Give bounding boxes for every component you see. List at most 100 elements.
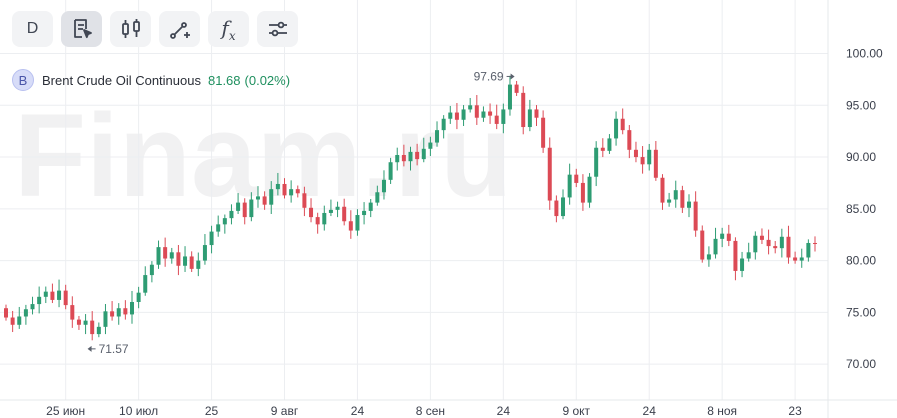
candle xyxy=(680,185,685,213)
candle xyxy=(567,163,572,205)
candle xyxy=(448,105,453,124)
candle xyxy=(667,192,672,207)
candle xyxy=(660,174,665,210)
candle xyxy=(149,261,154,283)
candle xyxy=(753,231,758,260)
candle xyxy=(733,237,738,281)
high-price-label: 97.69 xyxy=(474,69,504,83)
candle xyxy=(196,252,201,277)
candle xyxy=(4,304,8,321)
y-tick-label: 90.00 xyxy=(846,150,876,164)
candle xyxy=(163,237,168,267)
interval-label: D xyxy=(26,20,39,37)
candle xyxy=(607,134,612,154)
candle xyxy=(793,251,798,264)
chart-type-button[interactable] xyxy=(110,11,151,47)
candle xyxy=(216,215,221,237)
drawing-tools-button[interactable] xyxy=(159,11,200,47)
candle xyxy=(289,180,294,203)
candle xyxy=(183,246,188,272)
instrument-name[interactable]: Brent Crude Oil Continuous xyxy=(42,72,201,88)
candle xyxy=(441,115,446,139)
interval-button[interactable]: D xyxy=(12,11,53,47)
candle xyxy=(746,242,751,262)
price-change: (0.02%) xyxy=(244,72,291,88)
x-tick-label: 23 xyxy=(788,404,802,418)
candle xyxy=(773,240,778,254)
candle xyxy=(620,108,625,135)
candle xyxy=(57,279,62,308)
settings-button[interactable] xyxy=(257,11,298,47)
candlestick-icon xyxy=(119,17,143,41)
candle xyxy=(534,105,539,126)
candle xyxy=(766,229,771,255)
low-price-label: 71.57 xyxy=(99,342,129,356)
candle xyxy=(740,251,745,278)
candle xyxy=(50,283,55,304)
candle xyxy=(90,311,95,341)
candle xyxy=(381,170,386,200)
candle xyxy=(309,198,314,223)
x-tick-label: 25 июн xyxy=(46,404,85,418)
candle xyxy=(209,225,214,254)
candle xyxy=(348,210,353,239)
candle xyxy=(342,198,347,226)
candle xyxy=(401,144,406,167)
y-tick-label: 100.00 xyxy=(846,47,883,61)
order-button[interactable] xyxy=(61,11,102,47)
candle xyxy=(229,204,234,225)
candle xyxy=(43,286,48,304)
candle xyxy=(514,80,519,96)
candle xyxy=(706,246,711,267)
candle xyxy=(421,137,426,163)
x-tick-label: 10 июл xyxy=(119,404,158,418)
candle xyxy=(435,121,440,147)
y-tick-label: 75.00 xyxy=(846,305,876,319)
last-price: 81.68 xyxy=(207,72,241,88)
candle xyxy=(110,301,115,321)
candle xyxy=(720,227,725,248)
candle xyxy=(116,303,121,325)
x-tick-label: 25 xyxy=(205,404,219,418)
candle xyxy=(481,106,486,122)
candle xyxy=(395,147,400,171)
candle xyxy=(76,315,81,330)
candle xyxy=(813,236,817,252)
candle xyxy=(275,172,280,196)
candle xyxy=(189,251,194,272)
candle xyxy=(368,198,373,218)
candle xyxy=(123,300,128,320)
candle xyxy=(614,111,619,146)
candle xyxy=(222,214,227,234)
candle xyxy=(574,168,579,188)
candle xyxy=(255,186,260,208)
high-arrow-head xyxy=(510,73,515,80)
candle xyxy=(547,137,552,210)
x-tick-label: 8 сен xyxy=(416,404,445,418)
candle xyxy=(17,306,22,329)
y-tick-label: 85.00 xyxy=(846,202,876,216)
x-tick-label: 24 xyxy=(351,404,365,418)
candle xyxy=(627,125,632,159)
indicators-button[interactable]: fx xyxy=(208,11,249,47)
sliders-icon xyxy=(266,17,290,41)
candle xyxy=(580,174,585,211)
candle xyxy=(269,181,274,214)
candle xyxy=(262,191,267,210)
y-tick-label: 95.00 xyxy=(846,98,876,112)
candle xyxy=(328,199,333,217)
candle xyxy=(507,75,512,116)
candle xyxy=(713,227,718,259)
line-tool-icon xyxy=(168,17,192,41)
candle xyxy=(23,304,28,325)
candle xyxy=(587,173,592,208)
candle xyxy=(202,234,207,265)
candle xyxy=(647,143,652,171)
x-tick-label: 9 авг xyxy=(271,404,299,418)
chart-toolbar: D xyxy=(12,11,298,47)
candle xyxy=(103,303,108,335)
candle xyxy=(96,322,101,338)
candle xyxy=(63,284,68,310)
candle xyxy=(527,99,532,132)
